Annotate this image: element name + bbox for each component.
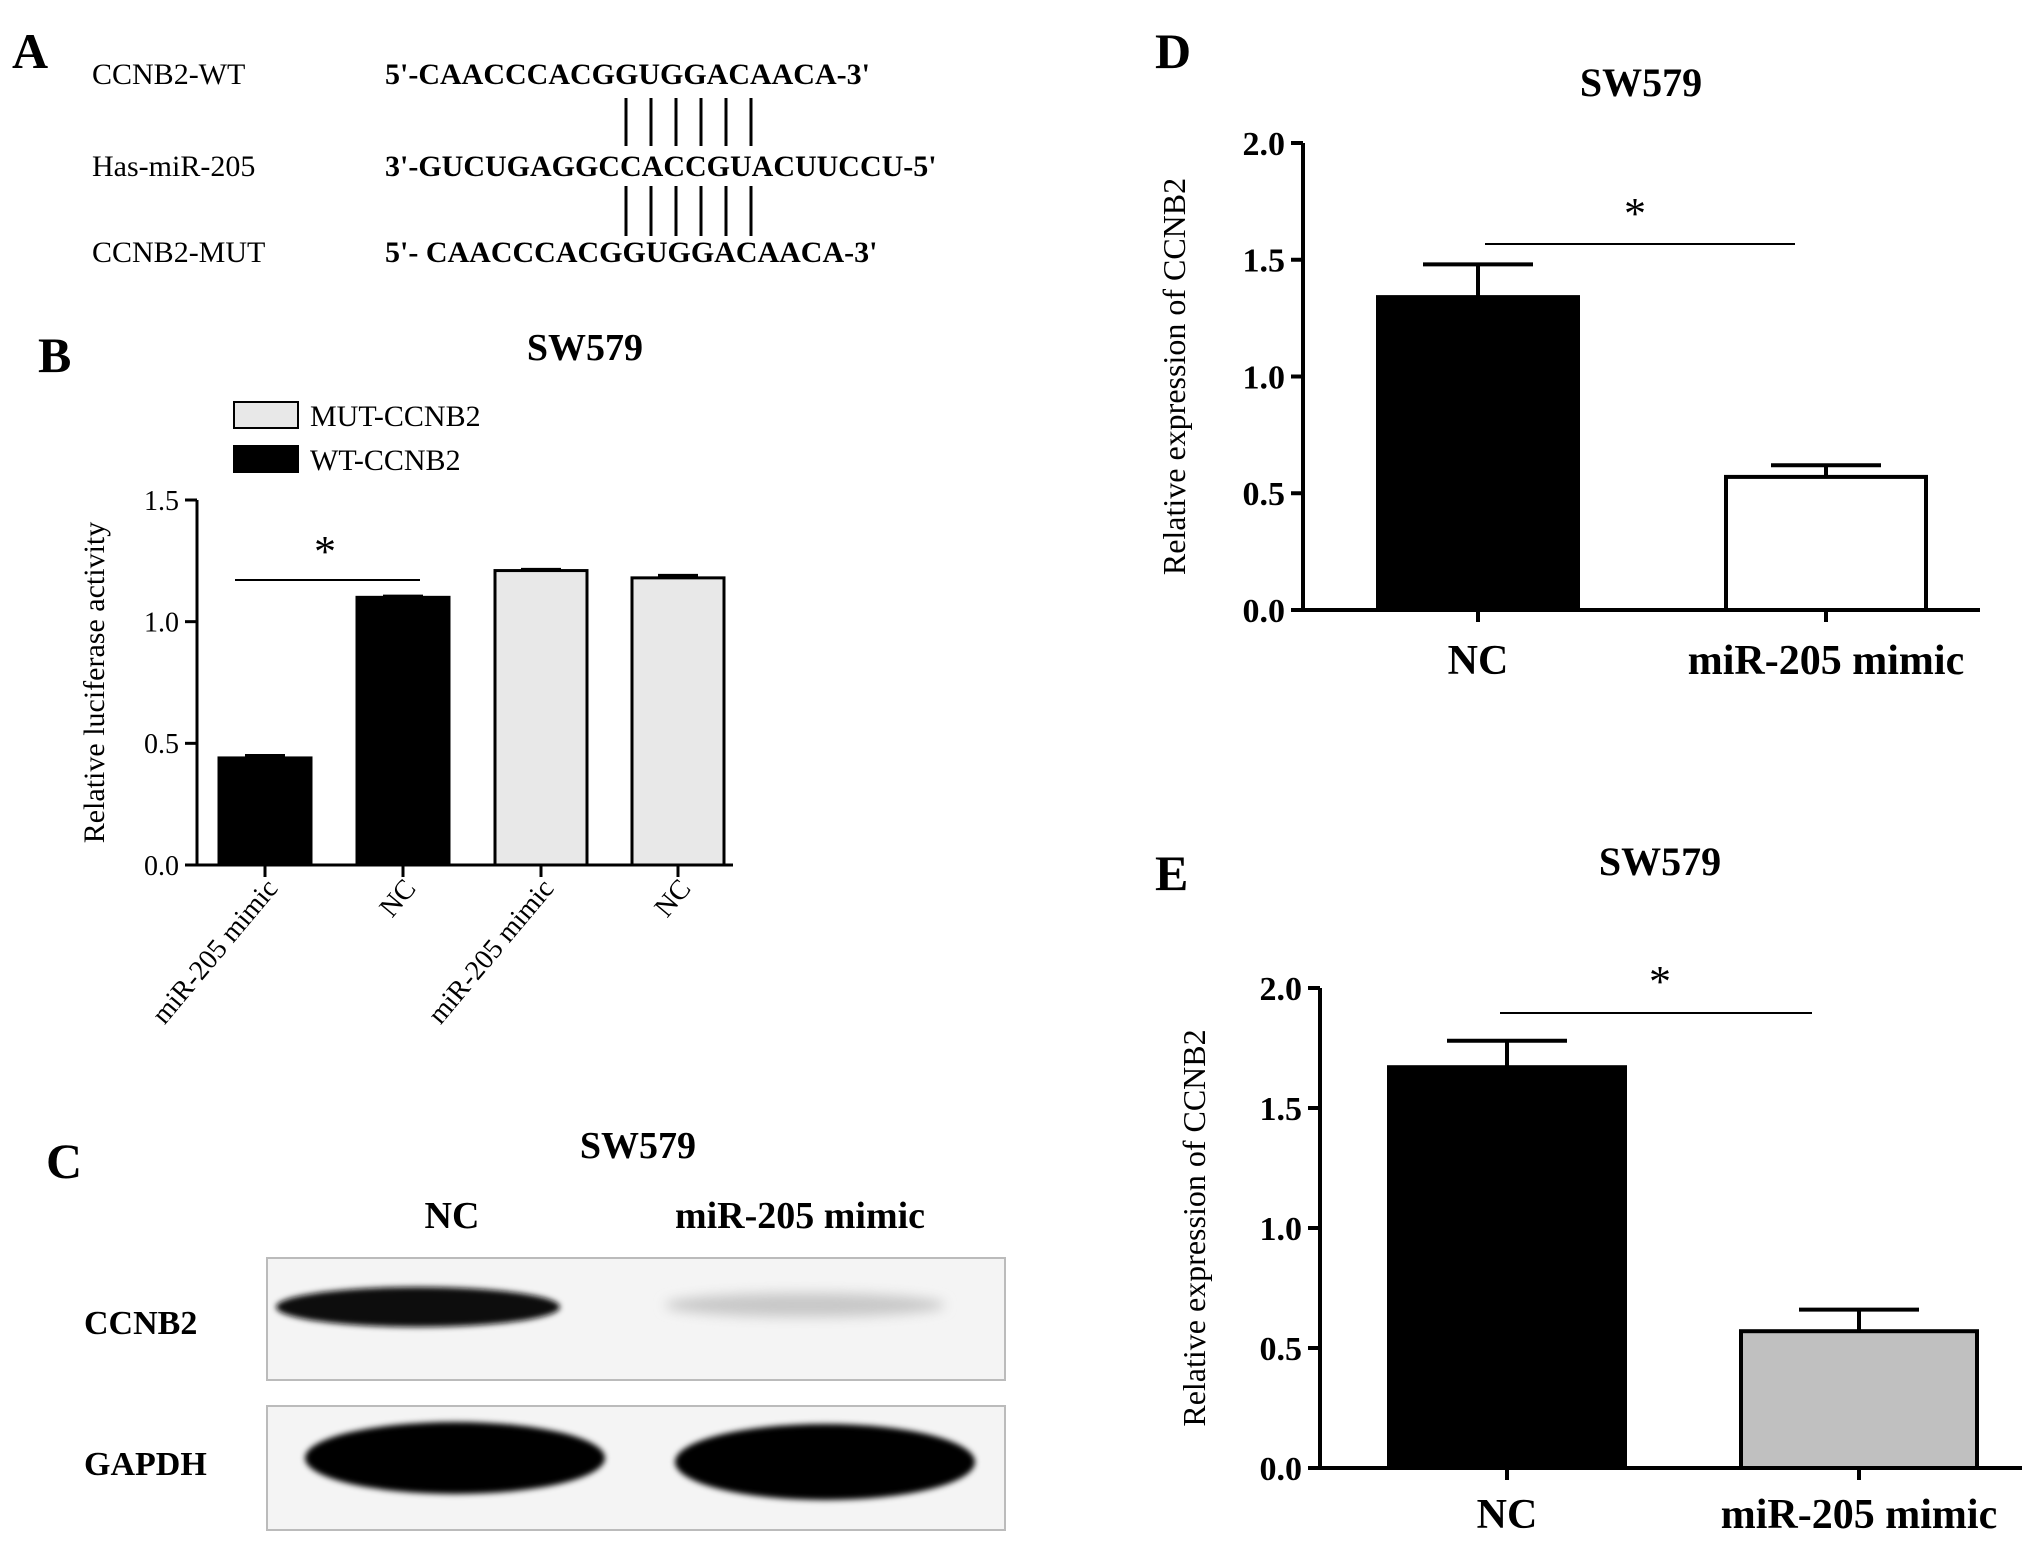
wt-sequence: 5'-CAACCCACGGUGGACAACA-3' <box>385 58 870 91</box>
y-tick-label: 0.0 <box>1243 593 1286 630</box>
bar <box>630 576 726 867</box>
y-tick-label: 2.0 <box>1260 971 1303 1008</box>
chart-title: SW579 <box>1599 839 1721 884</box>
y-tick-label: 1.0 <box>144 607 179 638</box>
y-tick-label: 1.5 <box>144 486 179 517</box>
panel-letter-a: A <box>12 23 48 79</box>
significance-asterisk: * <box>314 527 336 576</box>
bar <box>355 595 451 867</box>
x-tick-label: NC <box>374 874 423 924</box>
wt-label: CCNB2-WT <box>92 58 245 91</box>
y-tick-label: 0.5 <box>1260 1331 1303 1368</box>
x-tick-label: miR-205 mimic <box>146 874 284 1030</box>
panel-letter-d: D <box>1155 23 1191 79</box>
bar <box>217 756 313 867</box>
blot-lane-mimic: miR-205 mimic <box>675 1195 925 1237</box>
mirna-sequence: 3'-GUCUGAGGCCACCGUACUUCCU-5' <box>385 150 937 183</box>
y-tick-label: 2.0 <box>1243 126 1286 163</box>
legend-swatch <box>233 401 299 429</box>
bar <box>493 569 589 867</box>
mut-sequence: 5'- CAACCCACGGUGGACAACA-3' <box>385 236 877 269</box>
blot-label-ccnb2: CCNB2 <box>84 1305 197 1342</box>
x-tick-label: NC <box>649 874 698 924</box>
band-ccnb2-mimic <box>665 1293 945 1317</box>
mut-label: CCNB2-MUT <box>92 236 265 269</box>
y-tick-label: 1.5 <box>1243 243 1286 280</box>
x-tick-label: NC <box>1448 638 1509 684</box>
blot-title: SW579 <box>580 1125 696 1167</box>
legend-label: WT-CCNB2 <box>310 444 461 477</box>
y-tick-label: 1.0 <box>1260 1211 1303 1248</box>
y-axis-label: Relative expression of CCNB2 <box>1156 178 1192 575</box>
band-gapdh-nc <box>305 1422 605 1494</box>
panel-letter-e: E <box>1155 845 1188 901</box>
y-tick-label: 1.0 <box>1243 359 1286 396</box>
bar <box>1739 1329 1979 1470</box>
pairing-lines <box>624 98 753 236</box>
y-tick-label: 0.0 <box>1260 1451 1303 1488</box>
legend-swatch <box>233 445 299 473</box>
chart-d-expression: SW579 0.0 0.5 1.0 1.5 2.0 Relative expression … <box>1156 60 1980 684</box>
y-tick-label: 0.5 <box>1243 476 1286 513</box>
y-axis-label: Relative luciferase activity <box>78 522 111 844</box>
y-axis-label: Relative expression of CCNB2 <box>1176 1029 1212 1426</box>
panel-c-western-blot: SW579 NC miR-205 mimic CCNB2 GAPDH <box>84 1125 1006 1531</box>
y-tick-label: 1.5 <box>1260 1091 1303 1128</box>
x-tick-label: NC <box>1477 1492 1538 1538</box>
band-gapdh-mimic <box>675 1424 975 1500</box>
band-ccnb2-nc <box>276 1287 560 1327</box>
legend-label: MUT-CCNB2 <box>310 400 481 433</box>
mirna-label: Has-miR-205 <box>92 150 255 183</box>
bar <box>1387 1065 1627 1470</box>
chart-e-expression: SW579 0.0 0.5 1.0 1.5 2.0 Relative expression … <box>1176 839 2022 1538</box>
blot-lane-nc: NC <box>425 1195 480 1237</box>
significance-asterisk: * <box>1624 189 1646 238</box>
panel-a-sequence-alignment: CCNB2-WT 5'-CAACCCACGGUGGACAACA-3' Has-m… <box>92 58 937 269</box>
chart-title: SW579 <box>1580 60 1702 105</box>
blot-label-gapdh: GAPDH <box>84 1446 207 1483</box>
x-tick-label: miR-205 mimic <box>1721 1492 1997 1538</box>
y-tick-label: 0.0 <box>144 851 179 882</box>
panel-letter-b: B <box>38 327 71 383</box>
chart-title: SW579 <box>527 327 643 369</box>
significance-asterisk: * <box>1649 957 1671 1006</box>
y-tick-label: 0.5 <box>144 729 179 760</box>
x-tick-label: miR-205 mimic <box>422 874 560 1030</box>
bar <box>1724 474 1928 612</box>
x-tick-label: miR-205 mimic <box>1688 638 1964 684</box>
chart-b-luciferase: SW579 0.0 0.5 1.0 1.5 Relative luciferase act… <box>78 327 733 1030</box>
bar <box>1376 295 1580 612</box>
panel-letter-c: C <box>46 1133 82 1189</box>
